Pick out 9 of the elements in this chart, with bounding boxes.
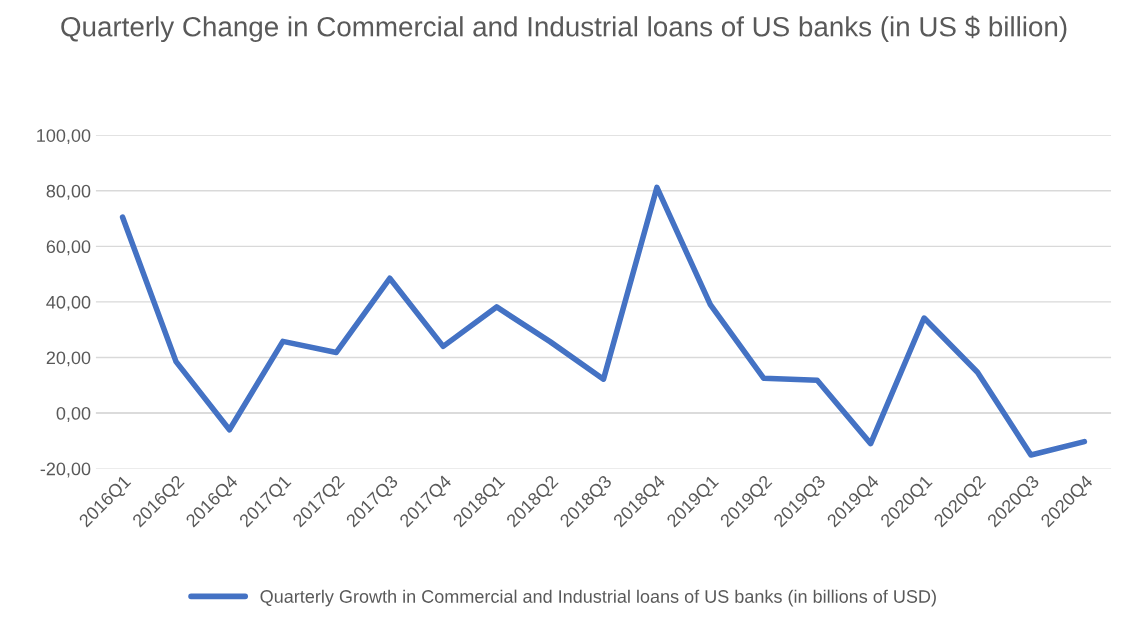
y-tick-label: -20,00 bbox=[40, 462, 91, 478]
y-tick-label: 100,00 bbox=[37, 129, 91, 145]
y-tick-label: 20,00 bbox=[46, 351, 91, 367]
y-tick-label: 0,00 bbox=[56, 406, 91, 422]
y-tick-label: 40,00 bbox=[46, 295, 91, 311]
chart-title: Quarterly Change in Commercial and Industrial loans of US banks (in US $ billion) bbox=[61, 15, 1067, 43]
legend-label: Quarterly Growth in Commercial and Industrial loans of US banks (in billions of USD) bbox=[260, 589, 936, 607]
y-tick-label: 80,00 bbox=[46, 184, 91, 200]
y-tick-label: 60,00 bbox=[46, 240, 91, 256]
